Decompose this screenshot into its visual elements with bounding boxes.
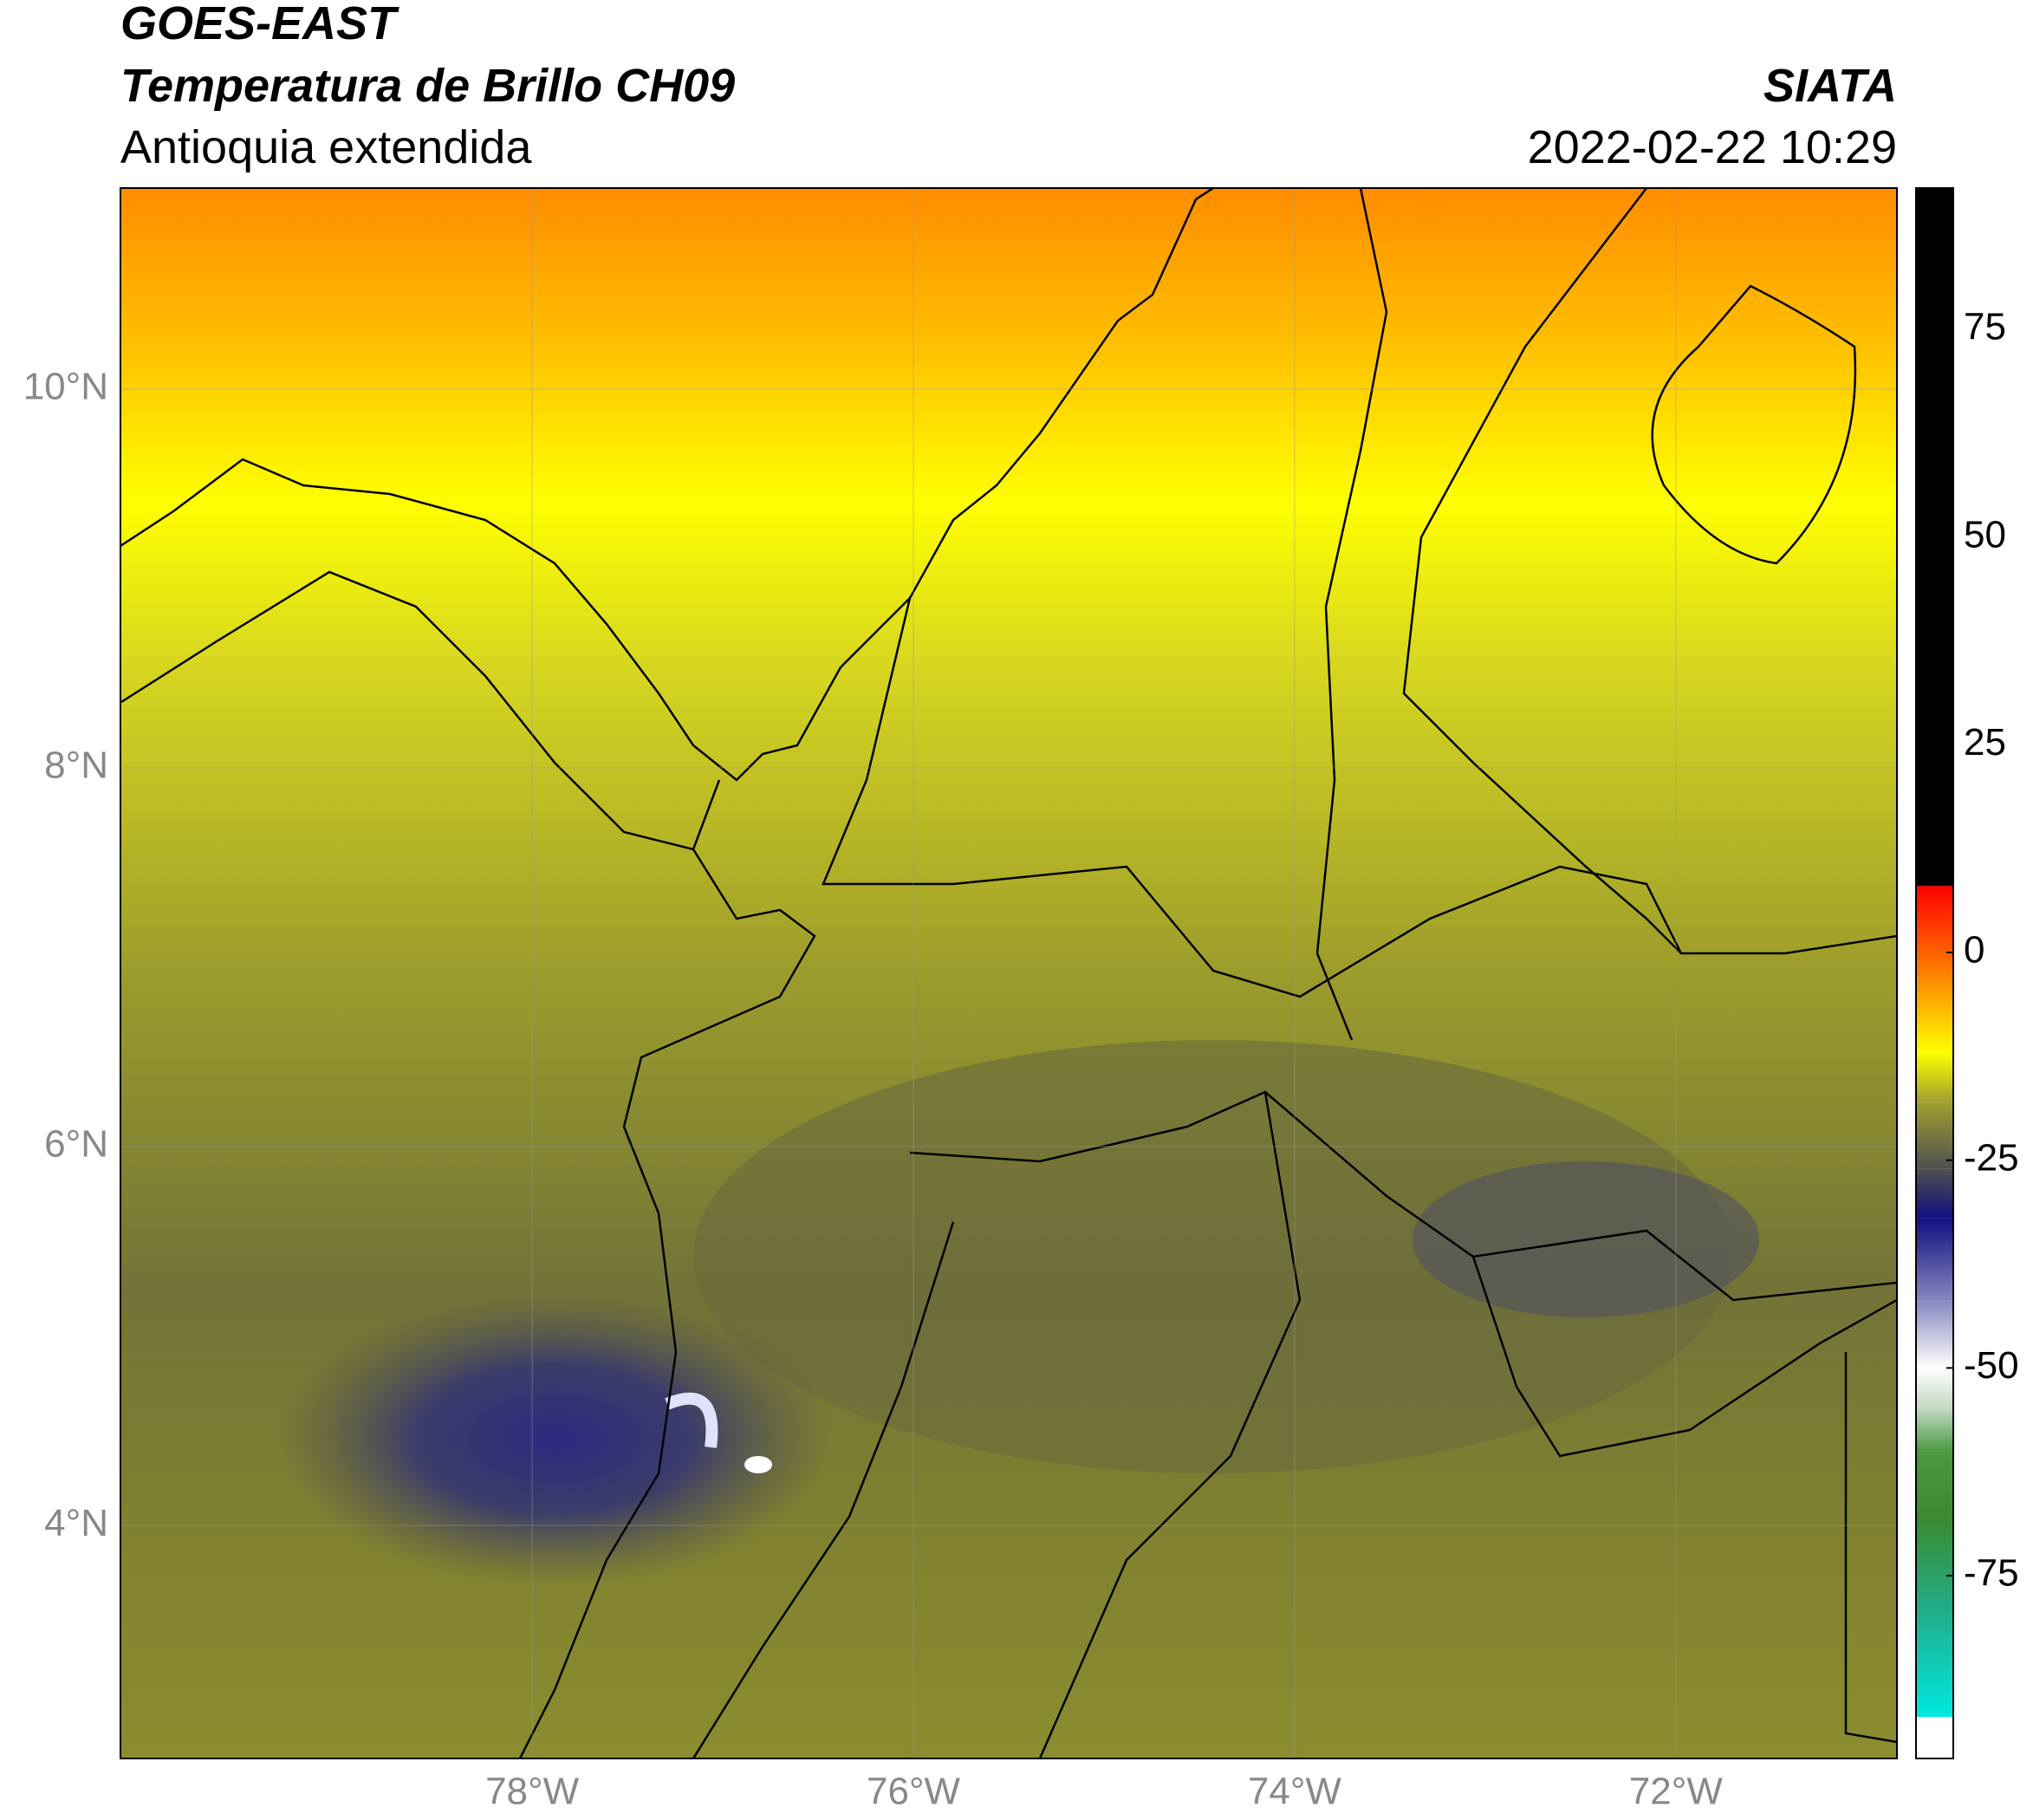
colorbar-segment [1916,1717,1953,1758]
colorbar-tick-label: -50 [1964,1344,2019,1387]
lat-tick-label: 8°N [44,744,108,786]
colorbar-tick-label: 25 [1964,721,2006,764]
subtitle: Temperatura de Brillo CH09 [120,60,735,112]
lake [1651,284,1857,565]
cold-core [665,1392,718,1448]
lat-tick-label: 6°N [44,1123,108,1166]
border-line [692,1221,955,1758]
map-image [120,188,1897,1758]
border-line [1315,188,1388,1041]
cold-area [693,1040,1733,1473]
colorbar-segment [1916,1451,1953,1518]
colorbar-segment [1916,1052,1953,1102]
colorbar-segment [1916,993,1953,1053]
colorbar-tick-label: -75 [1964,1552,2019,1595]
border-line [1402,188,1682,954]
colorbar-segment [1916,1368,1953,1410]
lat-tick-label: 10°N [23,365,108,407]
map-frame [120,187,1898,1759]
lon-tick-label: 76°W [867,1771,961,1813]
source: SIATA [1763,60,1897,112]
colorbar-segment [1916,1409,1953,1452]
colorbar-segment [1916,1168,1953,1219]
colorbar-segment [1916,1218,1953,1302]
colorbar-segment [1916,1301,1953,1368]
border-line [1844,1352,1897,1744]
colorbar-frame [1915,187,1954,1759]
colorbar-tick-label: 0 [1964,929,1984,972]
lon-tick-label: 78°W [485,1771,580,1813]
title: GOES-EAST [120,0,399,49]
colorbar-segment [1916,952,1953,994]
colorbar-tick-label: 75 [1964,306,2006,348]
coastline [518,848,816,1758]
lat-tick-label: 4°N [44,1502,108,1544]
border-line [1038,1091,1302,1758]
coastline [120,570,721,851]
cloud-area [277,1291,832,1586]
colorbar-tick-label: 50 [1964,513,2006,556]
border-line [1471,1256,1897,1458]
region: Antioquia extendida [120,121,532,173]
lon-tick-label: 72°W [1629,1771,1724,1813]
colorbar-segment [1916,1517,1953,1618]
datetime: 2022-02-22 10:29 [1528,121,1897,173]
border-line [909,1090,1897,1302]
coastline [120,188,1214,782]
colorbar-segment [1916,886,1953,953]
colorbar-segment [1916,1617,1953,1718]
colorbar-tick-label: -25 [1964,1136,2019,1179]
colorbar-segment [1916,1102,1953,1169]
lon-tick-label: 74°W [1248,1771,1342,1813]
cold-core [744,1456,772,1473]
